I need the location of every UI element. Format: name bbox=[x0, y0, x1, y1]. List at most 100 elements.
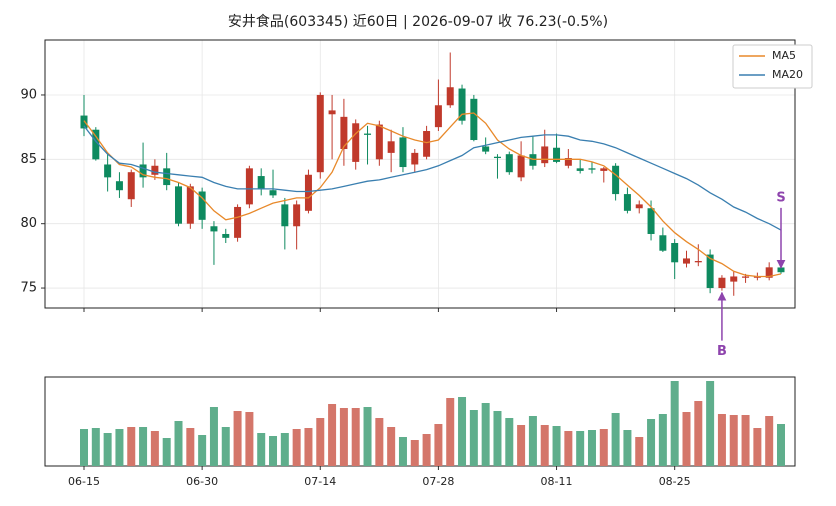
volume-frame bbox=[44, 376, 796, 467]
candle-body bbox=[564, 158, 572, 166]
volume-bar bbox=[635, 437, 644, 466]
volume-bar bbox=[658, 414, 667, 466]
candle-body bbox=[493, 156, 501, 159]
volume-bar bbox=[753, 428, 762, 466]
chart-title: 安井食品(603345) 近60日 | 2026-09-07 收 76.23(-… bbox=[228, 13, 608, 30]
y-tick-label: 80 bbox=[20, 216, 37, 231]
candle-body bbox=[777, 267, 785, 273]
ma-line bbox=[83, 112, 782, 278]
candle-body bbox=[529, 154, 537, 166]
volume-bar bbox=[670, 381, 679, 466]
volume-bar bbox=[292, 429, 301, 466]
volume-bar bbox=[233, 411, 242, 466]
volume-bar bbox=[576, 431, 585, 466]
volume-bar bbox=[316, 418, 325, 466]
candle-body bbox=[411, 152, 419, 165]
volume-bar bbox=[257, 433, 266, 466]
candle-body bbox=[115, 181, 123, 191]
candle-body bbox=[470, 98, 478, 141]
volume-bar bbox=[706, 381, 715, 466]
x-tick-label: 06-30 bbox=[186, 475, 218, 488]
volume-bar bbox=[505, 418, 514, 466]
candle-body bbox=[399, 137, 407, 168]
candle-body bbox=[765, 267, 773, 278]
volume-bar bbox=[493, 411, 502, 466]
x-tick-label: 07-14 bbox=[304, 475, 336, 488]
x-tick-label: 07-28 bbox=[422, 475, 454, 488]
volume-bar bbox=[80, 429, 88, 466]
volume-bar bbox=[587, 430, 596, 466]
volume-bar bbox=[186, 428, 195, 466]
volume-bar bbox=[765, 416, 774, 466]
signal-label: S bbox=[776, 190, 785, 205]
candle-body bbox=[635, 204, 643, 209]
candle-body bbox=[600, 168, 608, 171]
candle-body bbox=[576, 168, 584, 171]
candle-body bbox=[505, 154, 513, 173]
volume-bar bbox=[150, 431, 159, 466]
candle-body bbox=[623, 194, 631, 211]
volume-bar bbox=[777, 424, 785, 466]
x-tick-label: 08-25 bbox=[659, 475, 691, 488]
volume-bar bbox=[682, 412, 691, 466]
candle-body bbox=[328, 110, 336, 115]
candle-body bbox=[293, 204, 301, 227]
candle-body bbox=[245, 168, 253, 205]
legend-label: MA20 bbox=[772, 68, 803, 81]
volume-bar bbox=[280, 433, 289, 466]
candle-body bbox=[163, 168, 171, 186]
volume-bar bbox=[269, 436, 278, 466]
candle-body bbox=[517, 155, 525, 178]
candle-body bbox=[458, 88, 466, 121]
candle-body bbox=[281, 204, 289, 227]
candle-body bbox=[375, 124, 383, 160]
volume-bar bbox=[729, 415, 738, 466]
volume-bar bbox=[115, 429, 124, 466]
candle-body bbox=[730, 276, 738, 282]
candle-body bbox=[104, 164, 112, 178]
candle-body bbox=[682, 258, 690, 264]
volume-bar bbox=[446, 398, 455, 466]
volume-bar bbox=[469, 410, 478, 466]
candle-body bbox=[210, 226, 218, 232]
volume-bar bbox=[351, 408, 360, 466]
candle-body bbox=[553, 147, 561, 162]
volume-bar bbox=[91, 428, 100, 466]
volume-bar bbox=[139, 427, 148, 466]
volume-bar bbox=[198, 435, 207, 466]
volume-bar bbox=[375, 418, 384, 466]
volume-bar bbox=[717, 414, 726, 466]
volume-bar bbox=[599, 429, 608, 466]
volume-bar bbox=[387, 427, 396, 466]
candle-body bbox=[612, 165, 620, 195]
volume-bar bbox=[221, 427, 230, 466]
ma-line bbox=[83, 125, 782, 231]
volume-bar bbox=[422, 434, 431, 466]
volume-bar bbox=[611, 413, 620, 466]
candle-body bbox=[588, 168, 596, 170]
candle-body bbox=[694, 261, 702, 263]
candle-body bbox=[269, 190, 277, 196]
legend-label: MA5 bbox=[772, 49, 796, 62]
y-tick-label: 90 bbox=[20, 87, 37, 102]
candle-body bbox=[340, 116, 348, 150]
candle-body bbox=[127, 172, 135, 200]
candle-body bbox=[446, 87, 454, 106]
volume-bar bbox=[328, 404, 337, 466]
signal-label: B bbox=[717, 344, 727, 359]
candle-body bbox=[175, 186, 183, 224]
volume-bar bbox=[209, 407, 218, 466]
candle-body bbox=[92, 129, 100, 160]
candle-body bbox=[671, 242, 679, 263]
candle-body bbox=[257, 176, 265, 189]
candle-body bbox=[706, 254, 714, 289]
x-tick-label: 06-15 bbox=[68, 475, 100, 488]
volume-bar bbox=[517, 425, 526, 466]
candle-body bbox=[304, 174, 312, 211]
candle-body bbox=[364, 133, 372, 135]
candle-body bbox=[423, 131, 431, 157]
volume-bar bbox=[410, 440, 419, 466]
volume-bar bbox=[398, 437, 407, 466]
candle-body bbox=[316, 94, 324, 173]
